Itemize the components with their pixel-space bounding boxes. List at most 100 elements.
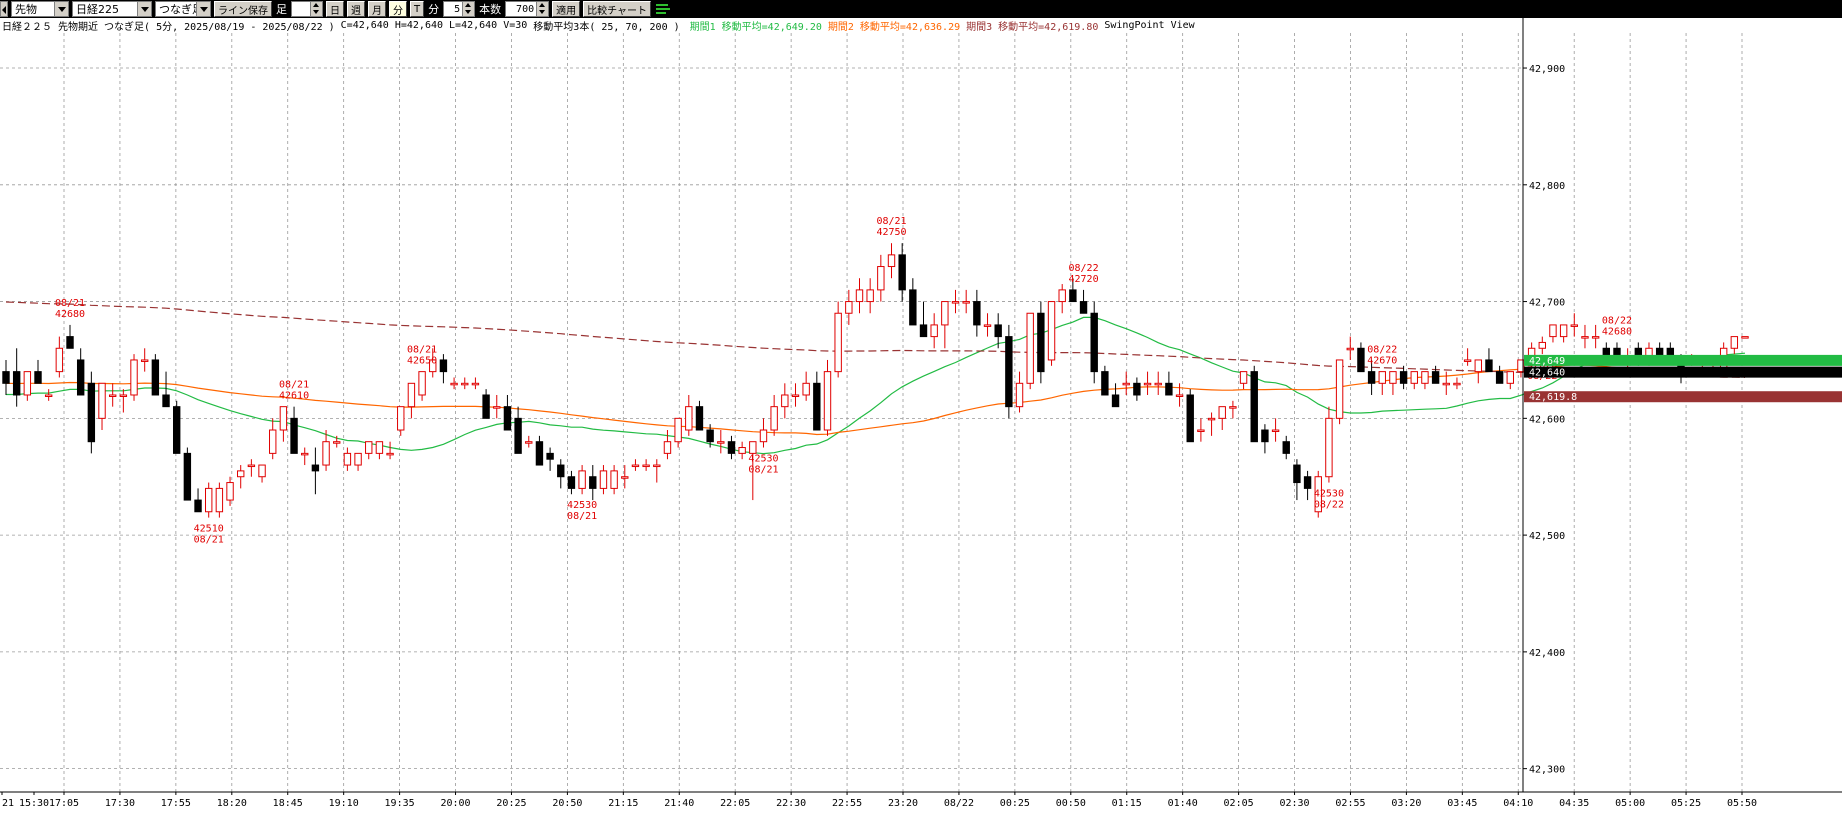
- candle-down: [162, 394, 170, 408]
- swing-low-date: 08/21: [748, 465, 778, 476]
- candle-up: [1143, 382, 1152, 386]
- candle-down: [557, 464, 565, 478]
- candle-up: [1047, 301, 1056, 361]
- candle-down: [1303, 476, 1312, 489]
- candle-up: [205, 487, 213, 513]
- time-tick-label: 17:05: [49, 798, 79, 809]
- candle-up: [1442, 382, 1450, 386]
- time-tick-label: 03:45: [1447, 798, 1477, 809]
- candle-up: [738, 447, 746, 454]
- period-spinner[interactable]: [291, 1, 323, 17]
- candle-down: [1357, 347, 1365, 373]
- time-tick-label: 22:30: [776, 798, 806, 809]
- candle-down: [503, 406, 512, 431]
- candle-up: [119, 394, 128, 397]
- candle-up: [1314, 476, 1322, 513]
- candle-up: [983, 324, 992, 327]
- candle-down: [1495, 371, 1504, 384]
- candle-down: [567, 476, 576, 489]
- swing-low-date: 08/21: [194, 535, 224, 546]
- last-price-badge-text: 42,640: [1529, 368, 1565, 379]
- candle-down: [1111, 394, 1120, 408]
- candle-up: [1463, 359, 1472, 362]
- candle-up: [749, 441, 757, 454]
- chevron-down-icon: [196, 2, 210, 16]
- candle-down: [194, 499, 202, 513]
- tick-button[interactable]: T: [410, 1, 425, 17]
- save-line-button[interactable]: ライン保存: [214, 1, 272, 17]
- candle-up: [823, 371, 832, 431]
- chevron-down-icon: [54, 2, 68, 16]
- candle-down: [589, 476, 597, 489]
- time-tick-label: 22:55: [832, 798, 862, 809]
- candle-up: [1335, 359, 1344, 419]
- candle-up: [855, 289, 864, 303]
- candle-down: [706, 429, 714, 443]
- candle-down: [973, 301, 981, 326]
- candle-up: [1389, 371, 1397, 384]
- candle-down: [12, 371, 21, 396]
- candle-down: [1005, 336, 1013, 408]
- candle-up: [386, 452, 394, 456]
- time-tick-label: 20:00: [440, 798, 470, 809]
- candle-down: [183, 452, 192, 501]
- chart-kind-select[interactable]: つなぎ足: [155, 1, 211, 17]
- candle-down: [1293, 464, 1301, 484]
- price-tick-label: 42,600: [1529, 414, 1565, 425]
- candle-up: [1026, 312, 1034, 384]
- time-tick-label: 20:50: [552, 798, 582, 809]
- compare-chart-button[interactable]: 比較チャート: [583, 1, 652, 17]
- candle-down: [66, 336, 74, 349]
- apply-button[interactable]: 適用: [552, 1, 581, 17]
- candle-up: [877, 266, 885, 291]
- candle-up: [407, 382, 416, 408]
- bar-count-spinner[interactable]: 700: [505, 1, 550, 17]
- day-button[interactable]: 日: [326, 1, 344, 17]
- minute-button[interactable]: 分: [389, 1, 407, 17]
- time-axis: 21 15:30 17:05 17:30 17:55 18:20 18:45 19:10 19:…: [0, 791, 1842, 809]
- candle-up: [471, 382, 480, 386]
- minute-spinner[interactable]: 5: [443, 1, 476, 17]
- candle-down: [87, 382, 96, 443]
- swing-high-date: 08/21: [279, 380, 309, 391]
- swing-low-date: 08/21: [567, 511, 597, 522]
- candle-up: [631, 464, 640, 468]
- price-tick-label: 42,500: [1529, 531, 1565, 542]
- candle-up: [1453, 382, 1461, 386]
- month-button[interactable]: 月: [368, 1, 386, 17]
- minute-value: 5: [454, 3, 461, 15]
- toolbar-scroll-left-button[interactable]: [0, 1, 8, 17]
- candle-up: [140, 359, 149, 362]
- moving-average-lines: [5, 301, 1746, 455]
- candle-down: [1602, 347, 1611, 361]
- swing-low-price: 42620: [1527, 360, 1557, 371]
- time-tick-label: 18:45: [273, 798, 303, 809]
- candle-up: [343, 452, 352, 466]
- candle-down: [1133, 382, 1141, 396]
- market-select[interactable]: 先物: [11, 1, 69, 17]
- time-tick-label: 22:05: [720, 798, 750, 809]
- candle-up: [354, 452, 362, 466]
- candle-up: [1474, 359, 1482, 373]
- ma1-price-badge-text: 42,649: [1529, 356, 1565, 367]
- ma-lines-icon[interactable]: [654, 2, 672, 16]
- candle-up: [247, 464, 256, 468]
- time-tick-label: 20:25: [496, 798, 526, 809]
- ma3-readout: 期間3 移動平均=42,619.80: [966, 22, 1099, 33]
- candle-up: [1549, 324, 1557, 338]
- week-button[interactable]: 週: [347, 1, 365, 17]
- candle-up: [951, 301, 960, 304]
- candle-up: [98, 382, 106, 419]
- time-tick-label: 21:15: [608, 798, 638, 809]
- swing-low-price: 42510: [194, 524, 224, 535]
- symbol-select[interactable]: 日経225: [72, 1, 152, 17]
- candle-up: [802, 382, 810, 396]
- ma3-line: [5, 301, 1746, 378]
- spinner-arrows-icon: [310, 2, 322, 16]
- candle-up: [450, 382, 458, 386]
- candle-up: [621, 476, 629, 479]
- candle-up: [578, 470, 586, 489]
- candle-up: [1058, 289, 1066, 303]
- candle-up: [23, 371, 32, 396]
